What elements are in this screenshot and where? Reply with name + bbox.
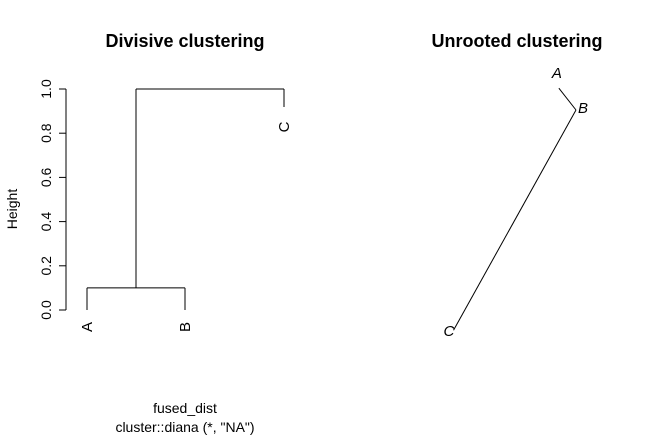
leaf-label-b: B	[177, 322, 194, 332]
tip-label-c: C	[444, 323, 455, 340]
tip-label-a: A	[551, 65, 562, 82]
dendrogram-leaves: A B C	[79, 121, 293, 332]
dendrogram-x-label: fused_dist	[153, 400, 217, 416]
edge-b-a	[558, 87, 577, 111]
unrooted-title: Unrooted clustering	[431, 31, 602, 51]
dendrogram-panel: Divisive clustering 0.0 0.2 0.4 0.6 0.8 1.0 H…	[4, 31, 293, 435]
unrooted-edges	[453, 87, 577, 331]
leaf-label-c: C	[276, 121, 293, 132]
y-tick-label: 0.4	[38, 212, 54, 232]
dendrogram-y-label: Height	[4, 189, 20, 230]
unrooted-panel: Unrooted clustering A B C	[431, 31, 602, 340]
y-tick-label: 0.2	[38, 256, 54, 276]
tip-label-b: B	[578, 100, 588, 117]
unrooted-tips: A B C	[444, 65, 588, 340]
dendrogram-branches	[86, 88, 285, 310]
edge-b-c	[453, 109, 577, 331]
leaf-label-a: A	[79, 322, 96, 332]
y-tick-label: 1.0	[38, 79, 54, 99]
dendrogram-y-axis: 0.0 0.2 0.4 0.6 0.8 1.0	[38, 79, 67, 320]
dendrogram-subtitle: cluster::diana (*, "NA")	[115, 419, 254, 435]
dendrogram-title: Divisive clustering	[105, 31, 264, 51]
y-tick-label: 0.8	[38, 123, 54, 143]
y-tick-label: 0.6	[38, 167, 54, 187]
y-tick-label: 0.0	[38, 300, 54, 320]
